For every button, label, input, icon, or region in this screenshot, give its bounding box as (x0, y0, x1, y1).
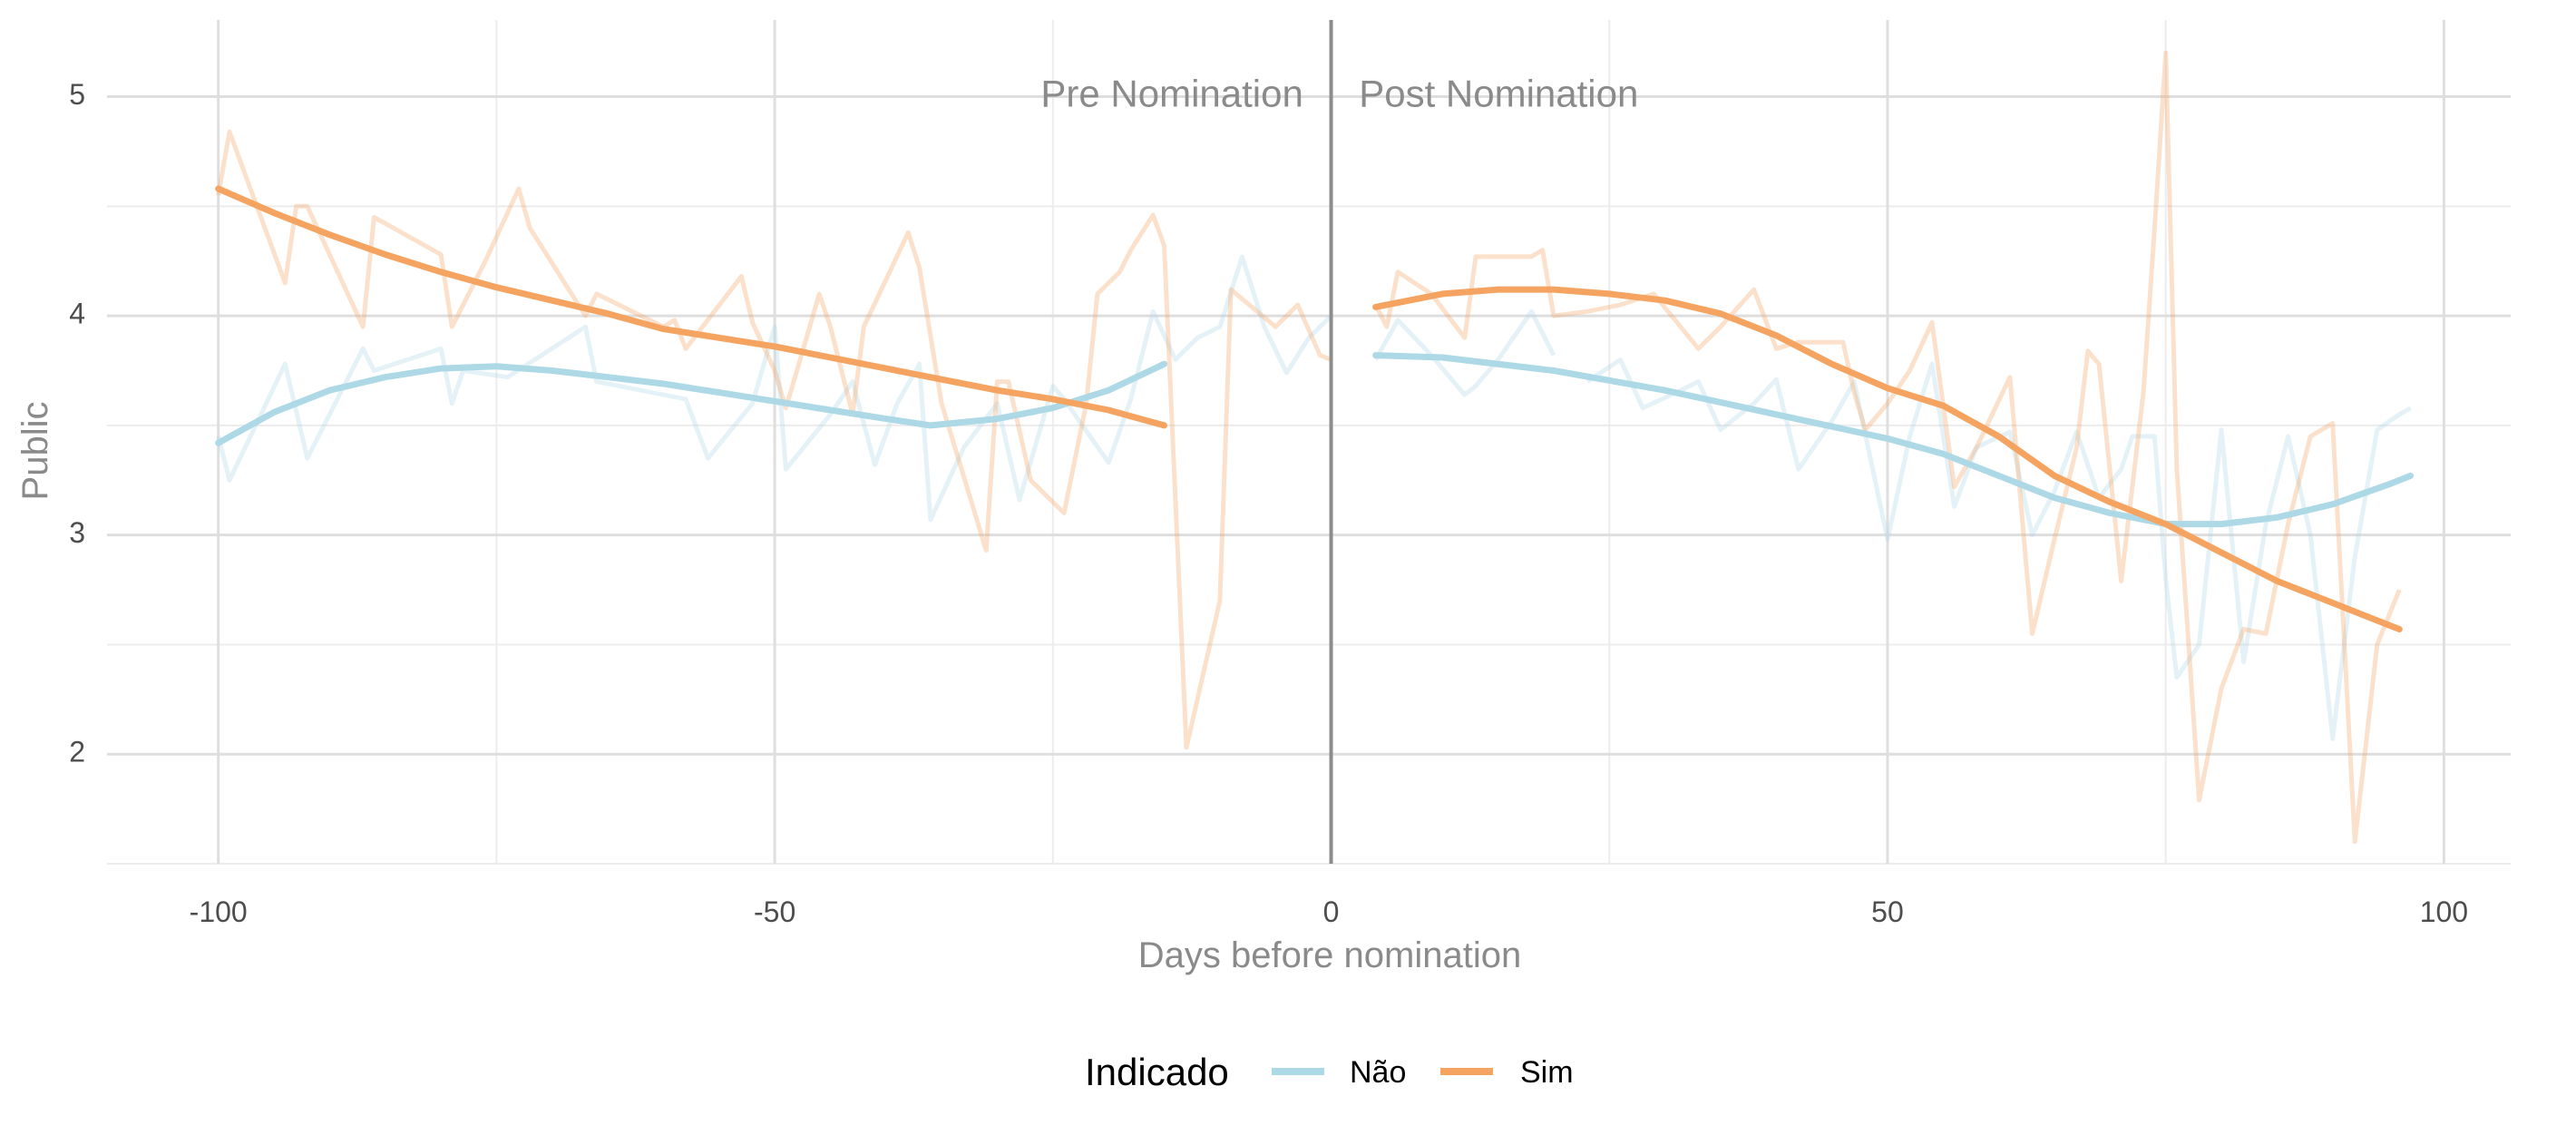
series-nao-smooth-post (1372, 352, 2415, 528)
legend-title: Indicado (1085, 1051, 1229, 1093)
series-sim-raw-post (1373, 50, 2402, 845)
x-tick-label: 50 (1871, 895, 1904, 928)
y-tick-label: 5 (69, 78, 85, 111)
series-nao-raw-post2 (1586, 357, 2412, 741)
y-tick-labels: 2 3 4 5 (69, 78, 85, 768)
raw-series-layer (216, 50, 2412, 845)
y-tick-label: 4 (69, 298, 85, 330)
annotation-post-nomination: Post Nomination (1359, 73, 1638, 115)
x-tick-label: 0 (1323, 895, 1340, 928)
legend-label-nao: Não (1350, 1055, 1406, 1090)
x-tick-label: -50 (754, 895, 795, 928)
series-nao-raw-post (1373, 308, 1556, 397)
smooth-series-layer (215, 185, 2415, 632)
grid (107, 20, 2511, 865)
x-tick-label: 100 (2420, 895, 2468, 928)
annotation-pre-nomination: Pre Nomination (1040, 73, 1303, 115)
y-tick-label: 3 (69, 516, 85, 549)
x-tick-label: -100 (190, 895, 248, 928)
x-tick-labels: -100 -50 0 50 100 (190, 895, 2468, 928)
y-axis-title: Public (15, 402, 55, 501)
series-sim-smooth-pre (215, 185, 1167, 429)
y-tick-label: 2 (69, 736, 85, 768)
legend: Indicado Não Sim (1085, 1051, 1574, 1093)
series-nao-smooth-pre (215, 360, 1167, 446)
x-axis-title: Days before nomination (1138, 935, 1521, 975)
series-sim-raw-pre (216, 129, 1332, 750)
series-sim-smooth-post (1372, 286, 2403, 632)
legend-label-sim: Sim (1520, 1055, 1574, 1090)
